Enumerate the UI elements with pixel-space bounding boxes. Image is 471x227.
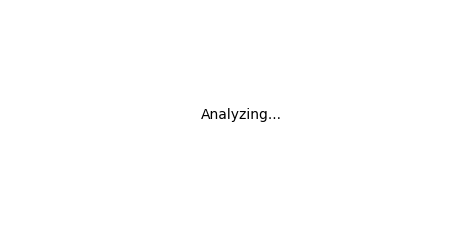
Text: Analyzing...: Analyzing...: [201, 108, 282, 122]
